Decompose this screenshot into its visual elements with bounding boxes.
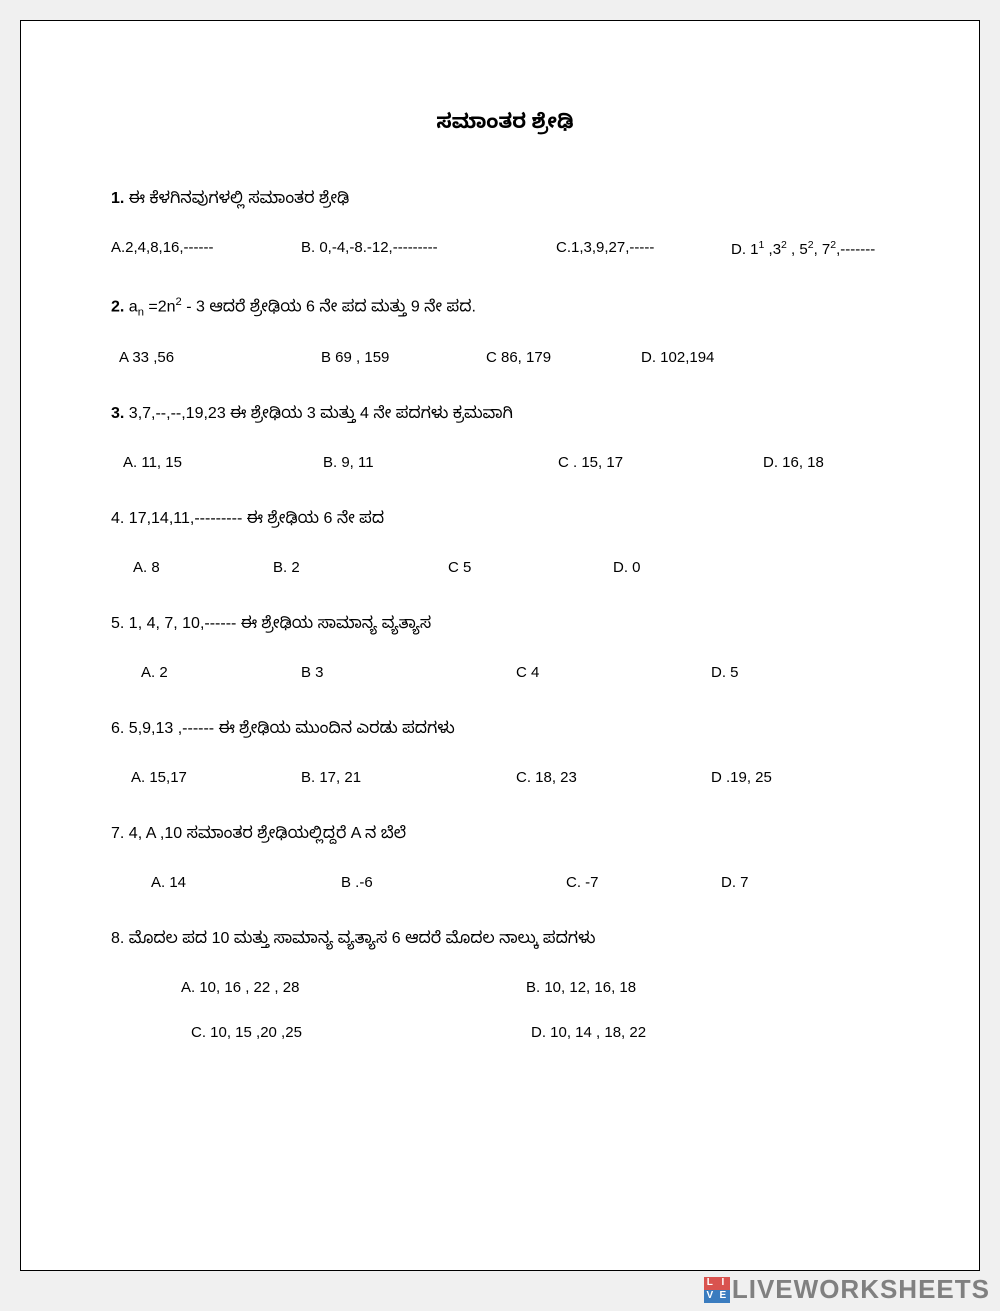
q1d-mid1: ,3 [764,241,781,258]
q8-options-row1: A. 10, 16 , 22 , 28 B. 10, 12, 16, 18 [111,979,899,996]
q6-option-c[interactable]: C. 18, 23 [516,769,711,786]
q3-option-b[interactable]: B. 9, 11 [323,454,558,471]
question-3: 3. 3,7,--,--,19,23 ಈ ಶ್ರೇಢಿಯ 3 ಮತ್ತು 4 ನ… [111,402,899,426]
question-8: 8. ಮೊದಲ ಪದ 10 ಮತ್ತು ಸಾಮಾನ್ಯ ವ್ಯತ್ಯಾಸ 6 ಆ… [111,927,899,951]
q1-number: 1. [111,190,124,207]
q4-option-d[interactable]: D. 0 [613,559,641,576]
badge-tl: L [704,1277,717,1290]
q6-option-a[interactable]: A. 15,17 [131,769,301,786]
q2-option-b[interactable]: B 69 , 159 [321,349,486,366]
q1-option-b[interactable]: B. 0,-4,-8.-12,--------- [301,239,556,258]
q5-options: A. 2 B 3 C 4 D. 5 [111,664,899,681]
page-title: ಸಮಾಂತರ ಶ್ರೇಢಿ [111,111,899,139]
q8-option-a[interactable]: A. 10, 16 , 22 , 28 [181,979,526,996]
badge-bl: V [704,1290,717,1303]
q7-option-b[interactable]: B .-6 [341,874,566,891]
q6-option-d[interactable]: D .19, 25 [711,769,772,786]
q5-option-c[interactable]: C 4 [516,664,711,681]
q5-option-d[interactable]: D. 5 [711,664,739,681]
q2-option-c[interactable]: C 86, 179 [486,349,641,366]
q4-options: A. 8 B. 2 C 5 D. 0 [111,559,899,576]
badge-tr: I [717,1277,730,1290]
q6-options: A. 15,17 B. 17, 21 C. 18, 23 D .19, 25 [111,769,899,786]
q2-mid: =2n [144,298,176,315]
question-6: 6. 5,9,13 ,------ ಈ ಶ್ರೇಢಿಯ ಮುಂದಿನ ಎರಡು … [111,717,899,741]
q2-tail: - 3 ಆದರೆ ಶ್ರೇಢಿಯ 6 ನೇ ಪದ ಮತ್ತು 9 ನೇ ಪದ. [182,298,476,315]
q5-option-b[interactable]: B 3 [301,664,516,681]
q8-option-b[interactable]: B. 10, 12, 16, 18 [526,979,636,996]
q2-pre: a [124,298,137,315]
q1-option-d[interactable]: D. 11 ,32 , 52, 72,------- [731,239,875,258]
q1d-pre: D. 1 [731,241,759,258]
question-4: 4. 17,14,11,--------- ಈ ಶ್ರೇಢಿಯ 6 ನೇ ಪದ [111,507,899,531]
q2-number: 2. [111,298,124,315]
q4-option-b[interactable]: B. 2 [273,559,448,576]
q4-option-c[interactable]: C 5 [448,559,613,576]
question-2: 2. an =2n2 - 3 ಆದರೆ ಶ್ರೇಢಿಯ 6 ನೇ ಪದ ಮತ್ತ… [111,294,899,321]
q6-option-b[interactable]: B. 17, 21 [301,769,516,786]
q2-options: A 33 ,56 B 69 , 159 C 86, 179 D. 102,194 [111,349,899,366]
q1-text: ಈ ಕೆಳಗಿನವುಗಳಲ್ಲಿ ಸಮಾಂತರ ಶ್ರೇಢಿ [129,190,350,207]
q4-option-a[interactable]: A. 8 [133,559,273,576]
worksheet-page: ಸಮಾಂತರ ಶ್ರೇಢಿ 1. ಈ ಕೆಳಗಿನವುಗಳಲ್ಲಿ ಸಮಾಂತರ… [20,20,980,1271]
question-1: 1. ಈ ಕೆಳಗಿನವುಗಳಲ್ಲಿ ಸಮಾಂತರ ಶ್ರೇಢಿ [111,187,899,211]
question-5: 5. 1, 4, 7, 10,------ ಈ ಶ್ರೇಢಿಯ ಸಾಮಾನ್ಯ … [111,612,899,636]
q3-options: A. 11, 15 B. 9, 11 C . 15, 17 D. 16, 18 [111,454,899,471]
q7-option-c[interactable]: C. -7 [566,874,721,891]
q7-options: A. 14 B .-6 C. -7 D. 7 [111,874,899,891]
badge-br: E [717,1290,730,1303]
q2-option-a[interactable]: A 33 ,56 [119,349,321,366]
q1-options: A.2,4,8,16,------ B. 0,-4,-8.-12,-------… [111,239,899,258]
liveworksheets-watermark: L I V E LIVEWORKSHEETS [704,1274,990,1305]
q3-text: 3,7,--,--,19,23 ಈ ಶ್ರೇಢಿಯ 3 ಮತ್ತು 4 ನೇ ಪ… [124,405,513,422]
q3-option-a[interactable]: A. 11, 15 [123,454,323,471]
question-7: 7. 4, A ,10 ಸಮಾಂತರ ಶ್ರೇಢಿಯಲ್ಲಿದ್ದರೆ A ನ … [111,822,899,846]
q8-option-c[interactable]: C. 10, 15 ,20 ,25 [191,1024,531,1041]
q1-option-c[interactable]: C.1,3,9,27,----- [556,239,731,258]
q5-option-a[interactable]: A. 2 [141,664,301,681]
q8-options-row2: C. 10, 15 ,20 ,25 D. 10, 14 , 18, 22 [111,1024,899,1041]
q1-option-a[interactable]: A.2,4,8,16,------ [111,239,301,258]
q7-option-d[interactable]: D. 7 [721,874,749,891]
q3-option-c[interactable]: C . 15, 17 [558,454,763,471]
q3-option-d[interactable]: D. 16, 18 [763,454,824,471]
q7-option-a[interactable]: A. 14 [151,874,341,891]
q1d-tail: ,------- [836,241,875,258]
q1d-mid2: , 5 [787,241,808,258]
q1d-mid3: , 7 [814,241,831,258]
q2-option-d[interactable]: D. 102,194 [641,349,714,366]
q8-option-d[interactable]: D. 10, 14 , 18, 22 [531,1024,646,1041]
q3-number: 3. [111,405,124,422]
watermark-text: LIVEWORKSHEETS [732,1274,990,1305]
watermark-badge-icon: L I V E [704,1277,730,1303]
